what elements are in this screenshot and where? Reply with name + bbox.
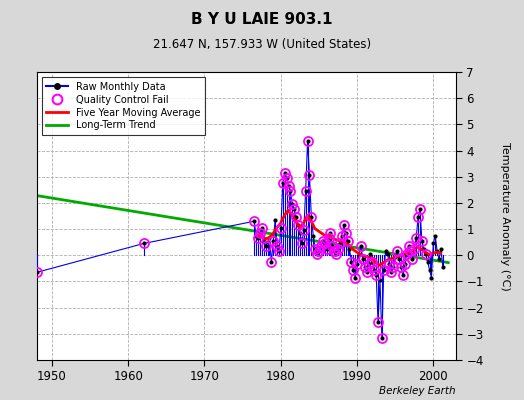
Text: B Y U LAIE 903.1: B Y U LAIE 903.1 [191, 12, 333, 27]
Y-axis label: Temperature Anomaly (°C): Temperature Anomaly (°C) [500, 142, 510, 290]
Text: 21.647 N, 157.933 W (United States): 21.647 N, 157.933 W (United States) [153, 38, 371, 51]
Legend: Raw Monthly Data, Quality Control Fail, Five Year Moving Average, Long-Term Tren: Raw Monthly Data, Quality Control Fail, … [41, 77, 205, 135]
Text: Berkeley Earth: Berkeley Earth [379, 386, 456, 396]
